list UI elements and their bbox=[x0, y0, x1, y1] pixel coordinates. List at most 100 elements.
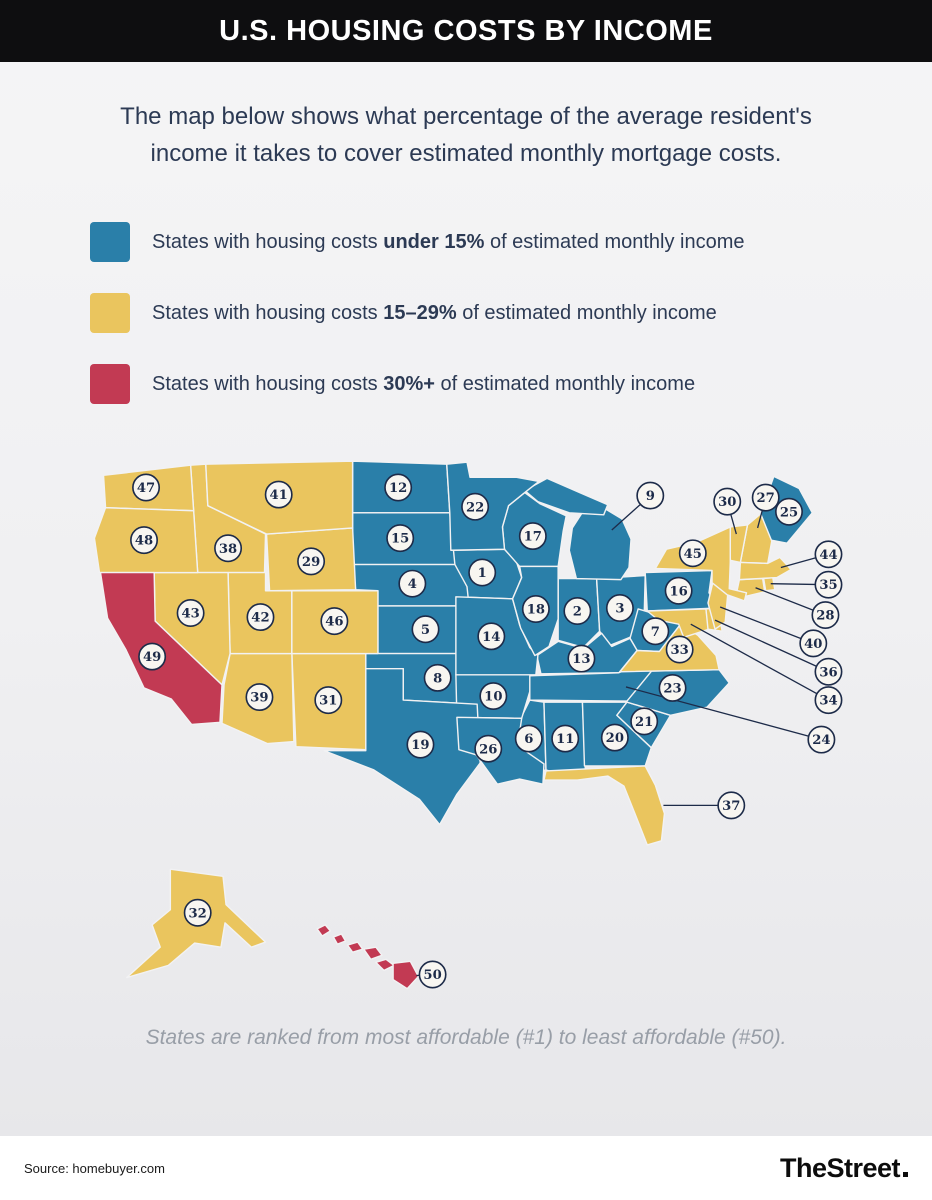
rank-marker-nc bbox=[658, 674, 687, 703]
rank-number-ne: 4 bbox=[408, 578, 417, 593]
rank-number-ky: 13 bbox=[572, 653, 590, 668]
rank-marker-nj bbox=[799, 629, 828, 658]
rank-number-nm: 31 bbox=[319, 694, 337, 709]
rank-number-nv: 43 bbox=[181, 607, 199, 622]
state-ma bbox=[738, 557, 792, 581]
rank-number-fl: 37 bbox=[722, 799, 740, 814]
rank-marker-ky bbox=[567, 644, 596, 673]
rank-number-ia: 1 bbox=[478, 566, 487, 581]
rank-number-hi: 50 bbox=[423, 968, 441, 983]
callout-line-md bbox=[690, 623, 829, 702]
legend-item-30-plus: States with housing costs 30%+ of estima… bbox=[90, 364, 932, 405]
rank-marker-ri bbox=[814, 571, 843, 600]
rank-number-or: 48 bbox=[135, 534, 153, 549]
rank-marker-ak bbox=[183, 899, 212, 928]
rank-marker-sd bbox=[386, 524, 415, 553]
state-hi bbox=[363, 946, 383, 961]
intro-text: The map below shows what percentage of t… bbox=[120, 103, 812, 168]
rank-number-me: 25 bbox=[780, 506, 798, 521]
rank-marker-md bbox=[814, 686, 843, 715]
rank-marker-wi bbox=[518, 522, 547, 551]
rank-marker-wv bbox=[641, 617, 670, 646]
rank-number-pa: 16 bbox=[669, 585, 687, 600]
rank-marker-ny bbox=[678, 539, 707, 568]
state-hi bbox=[375, 958, 395, 972]
source-credit: Source: homebuyer.com bbox=[24, 1160, 165, 1176]
rank-marker-ct bbox=[811, 601, 840, 630]
rank-marker-or bbox=[130, 526, 158, 555]
legend-label-30-plus: States with housing costs 30%+ of estima… bbox=[152, 373, 695, 396]
rank-marker-co bbox=[320, 607, 349, 636]
rank-number-ut: 42 bbox=[251, 611, 269, 626]
rank-number-ms: 6 bbox=[524, 733, 533, 748]
rank-marker-mo bbox=[477, 622, 506, 651]
rank-marker-me bbox=[775, 498, 803, 527]
rank-marker-wa bbox=[132, 473, 161, 502]
rank-number-in: 2 bbox=[573, 605, 582, 620]
rank-number-al: 11 bbox=[556, 733, 574, 748]
rank-marker-nm bbox=[314, 686, 343, 715]
rank-number-nd: 12 bbox=[389, 481, 407, 496]
rank-number-ca: 49 bbox=[143, 650, 161, 665]
rank-marker-nv bbox=[176, 599, 205, 628]
rank-marker-de bbox=[814, 658, 843, 687]
rank-marker-oh bbox=[605, 594, 634, 623]
state-mi bbox=[524, 478, 609, 516]
rank-number-mt: 41 bbox=[270, 488, 288, 503]
legend-text: States with housing costs bbox=[152, 301, 384, 324]
rank-marker-ut bbox=[246, 603, 275, 632]
rank-number-oh: 3 bbox=[615, 602, 624, 617]
rank-number-nc: 23 bbox=[663, 682, 681, 697]
rank-number-az: 39 bbox=[250, 691, 268, 706]
rank-marker-tn bbox=[807, 725, 836, 754]
rank-marker-tx bbox=[406, 731, 435, 759]
rank-number-nj: 40 bbox=[804, 637, 822, 652]
rank-marker-pa bbox=[664, 577, 693, 606]
rank-number-wi: 17 bbox=[524, 530, 542, 545]
rank-marker-ar bbox=[479, 682, 508, 711]
rank-number-vt: 30 bbox=[718, 496, 736, 511]
rank-number-ak: 32 bbox=[189, 907, 207, 922]
header-bar: U.S. HOUSING COSTS BY INCOME bbox=[0, 0, 932, 62]
legend-swatch-30-plus bbox=[90, 364, 130, 405]
rank-marker-nd bbox=[384, 473, 413, 502]
rank-number-ks: 5 bbox=[421, 623, 430, 638]
rank-number-wv: 7 bbox=[651, 625, 660, 640]
legend-item-under-15: States with housing costs under 15% of e… bbox=[90, 222, 932, 263]
rank-marker-id bbox=[214, 534, 243, 563]
rank-marker-ok bbox=[423, 664, 452, 693]
rank-number-ri: 35 bbox=[819, 579, 837, 594]
rank-number-ma: 44 bbox=[819, 548, 837, 563]
rank-marker-nh bbox=[751, 484, 780, 512]
legend-text: States with housing costs bbox=[152, 230, 384, 253]
rank-marker-mi bbox=[636, 481, 665, 510]
rank-number-ny: 45 bbox=[684, 547, 702, 562]
legend-swatch-15-29 bbox=[90, 293, 130, 334]
rank-marker-wy bbox=[297, 547, 326, 576]
rank-marker-ms bbox=[514, 724, 543, 753]
state-fl bbox=[543, 765, 666, 846]
rank-number-la: 26 bbox=[479, 743, 497, 758]
rank-number-tn: 24 bbox=[812, 734, 830, 749]
rank-number-ok: 8 bbox=[433, 672, 442, 687]
legend-text-bold: under 15% bbox=[383, 230, 485, 253]
rank-marker-hi bbox=[418, 960, 447, 989]
legend-label-15-29: States with housing costs 15–29% of esti… bbox=[152, 302, 717, 325]
rank-marker-il bbox=[521, 595, 550, 624]
rank-number-md: 34 bbox=[819, 694, 837, 709]
rank-number-tx: 19 bbox=[411, 739, 429, 754]
legend-label-under-15: States with housing costs under 15% of e… bbox=[152, 231, 745, 254]
rank-number-sd: 15 bbox=[391, 532, 409, 547]
state-mn bbox=[446, 461, 540, 552]
rank-number-mn: 22 bbox=[466, 501, 484, 516]
rank-number-ar: 10 bbox=[484, 690, 502, 705]
state-hi bbox=[332, 933, 347, 946]
page-title: U.S. HOUSING COSTS BY INCOME bbox=[219, 14, 713, 47]
rank-number-id: 38 bbox=[219, 542, 237, 557]
legend-swatch-under-15 bbox=[90, 222, 130, 263]
legend-text: of estimated monthly income bbox=[434, 372, 696, 395]
legend-text-bold: 30%+ bbox=[383, 372, 435, 395]
rank-number-il: 18 bbox=[527, 603, 545, 618]
state-hi bbox=[392, 960, 420, 990]
rank-number-va: 33 bbox=[670, 643, 688, 658]
